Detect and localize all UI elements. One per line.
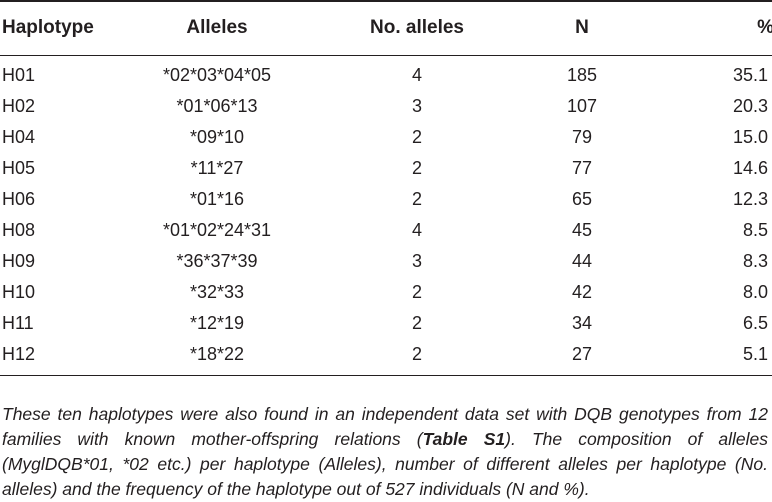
cell-no-alleles: 2 xyxy=(411,344,422,364)
cell-n: 77 xyxy=(571,158,593,178)
cell-no-alleles: 3 xyxy=(411,251,422,271)
table-row: H11 *12*19 2 34 6.5 xyxy=(0,308,772,339)
cell-no-alleles: 2 xyxy=(411,313,422,333)
table-row: H01 *02*03*04*05 4 185 35.1 xyxy=(0,56,772,91)
cell-n: 34 xyxy=(571,313,593,333)
cell-haplotype: H08 xyxy=(2,220,36,240)
table-row: H04 *09*10 2 79 15.0 xyxy=(0,122,772,153)
cell-haplotype: H02 xyxy=(2,96,36,116)
cell-haplotype: H09 xyxy=(2,251,36,271)
header-rule xyxy=(0,55,772,56)
cell-n: 65 xyxy=(571,189,593,209)
cell-no-alleles: 2 xyxy=(411,282,422,302)
cell-alleles: *01*06*13 xyxy=(176,96,258,116)
cell-no-alleles: 4 xyxy=(411,220,422,240)
cell-no-alleles: 4 xyxy=(411,65,422,85)
footnote-text-2: ). The composition of alleles (MyglDQB*0… xyxy=(2,428,768,499)
header-percent: % xyxy=(642,0,772,56)
cell-alleles: *32*33 xyxy=(189,282,245,302)
header-n: N xyxy=(575,17,589,38)
cell-percent: 8.3 xyxy=(742,251,768,271)
cell-percent: 6.5 xyxy=(742,313,768,333)
table-s1-reference: Table S1 xyxy=(422,428,506,449)
table-row: H09 *36*37*39 3 44 8.3 xyxy=(0,246,772,277)
haplotype-table: Haplotype Alleles No. alleles N % H01 *02… xyxy=(0,0,772,370)
cell-alleles: *18*22 xyxy=(189,344,245,364)
cell-percent: 8.5 xyxy=(742,220,768,240)
header-alleles: Alleles xyxy=(186,17,248,38)
cell-alleles: *36*37*39 xyxy=(176,251,258,271)
cell-no-alleles: 2 xyxy=(411,189,422,209)
cell-alleles: *09*10 xyxy=(189,127,245,147)
cell-haplotype: H10 xyxy=(2,282,36,302)
footnote-text-1: These ten haplotypes were also found in … xyxy=(2,403,768,449)
cell-haplotype: H04 xyxy=(2,127,36,147)
cell-haplotype: H12 xyxy=(2,344,36,364)
cell-alleles: *11*27 xyxy=(190,158,244,178)
cell-n: 79 xyxy=(571,127,593,147)
table-row: H02 *01*06*13 3 107 20.3 xyxy=(0,91,772,122)
header-no-alleles: No. alleles xyxy=(370,17,464,38)
cell-percent: 14.6 xyxy=(732,158,768,178)
header-haplotype: Haplotype xyxy=(2,17,94,38)
table-row: H12 *18*22 2 27 5.1 xyxy=(0,339,772,370)
cell-percent: 5.1 xyxy=(742,344,768,364)
cell-n: 45 xyxy=(571,220,593,240)
cell-percent: 35.1 xyxy=(732,65,768,85)
bottom-rule xyxy=(0,375,772,376)
table-row: H05 *11*27 2 77 14.6 xyxy=(0,153,772,184)
cell-alleles: *02*03*04*05 xyxy=(162,65,272,85)
cell-percent: 12.3 xyxy=(732,189,768,209)
cell-no-alleles: 3 xyxy=(411,96,422,116)
top-rule xyxy=(0,0,772,2)
cell-percent: 15.0 xyxy=(732,127,768,147)
cell-n: 185 xyxy=(566,65,598,85)
table-row: H10 *32*33 2 42 8.0 xyxy=(0,277,772,308)
cell-no-alleles: 2 xyxy=(411,127,422,147)
cell-n: 44 xyxy=(571,251,593,271)
cell-percent: 8.0 xyxy=(742,282,768,302)
cell-percent: 20.3 xyxy=(732,96,768,116)
header-row: Haplotype Alleles No. alleles N % xyxy=(0,0,772,56)
cell-no-alleles: 2 xyxy=(411,158,422,178)
table-row: H06 *01*16 2 65 12.3 xyxy=(0,184,772,215)
cell-alleles: *12*19 xyxy=(189,313,245,333)
cell-haplotype: H01 xyxy=(2,65,36,85)
table-row: H08 *01*02*24*31 4 45 8.5 xyxy=(0,215,772,246)
cell-haplotype: H05 xyxy=(2,158,36,178)
cell-n: 42 xyxy=(571,282,593,302)
cell-alleles: *01*16 xyxy=(189,189,245,209)
cell-alleles: *01*02*24*31 xyxy=(162,220,272,240)
cell-haplotype: H11 xyxy=(2,313,34,333)
table-footnote: These ten haplotypes were also found in … xyxy=(2,402,768,502)
cell-haplotype: H06 xyxy=(2,189,36,209)
cell-n: 27 xyxy=(571,344,593,364)
cell-n: 107 xyxy=(566,96,598,116)
